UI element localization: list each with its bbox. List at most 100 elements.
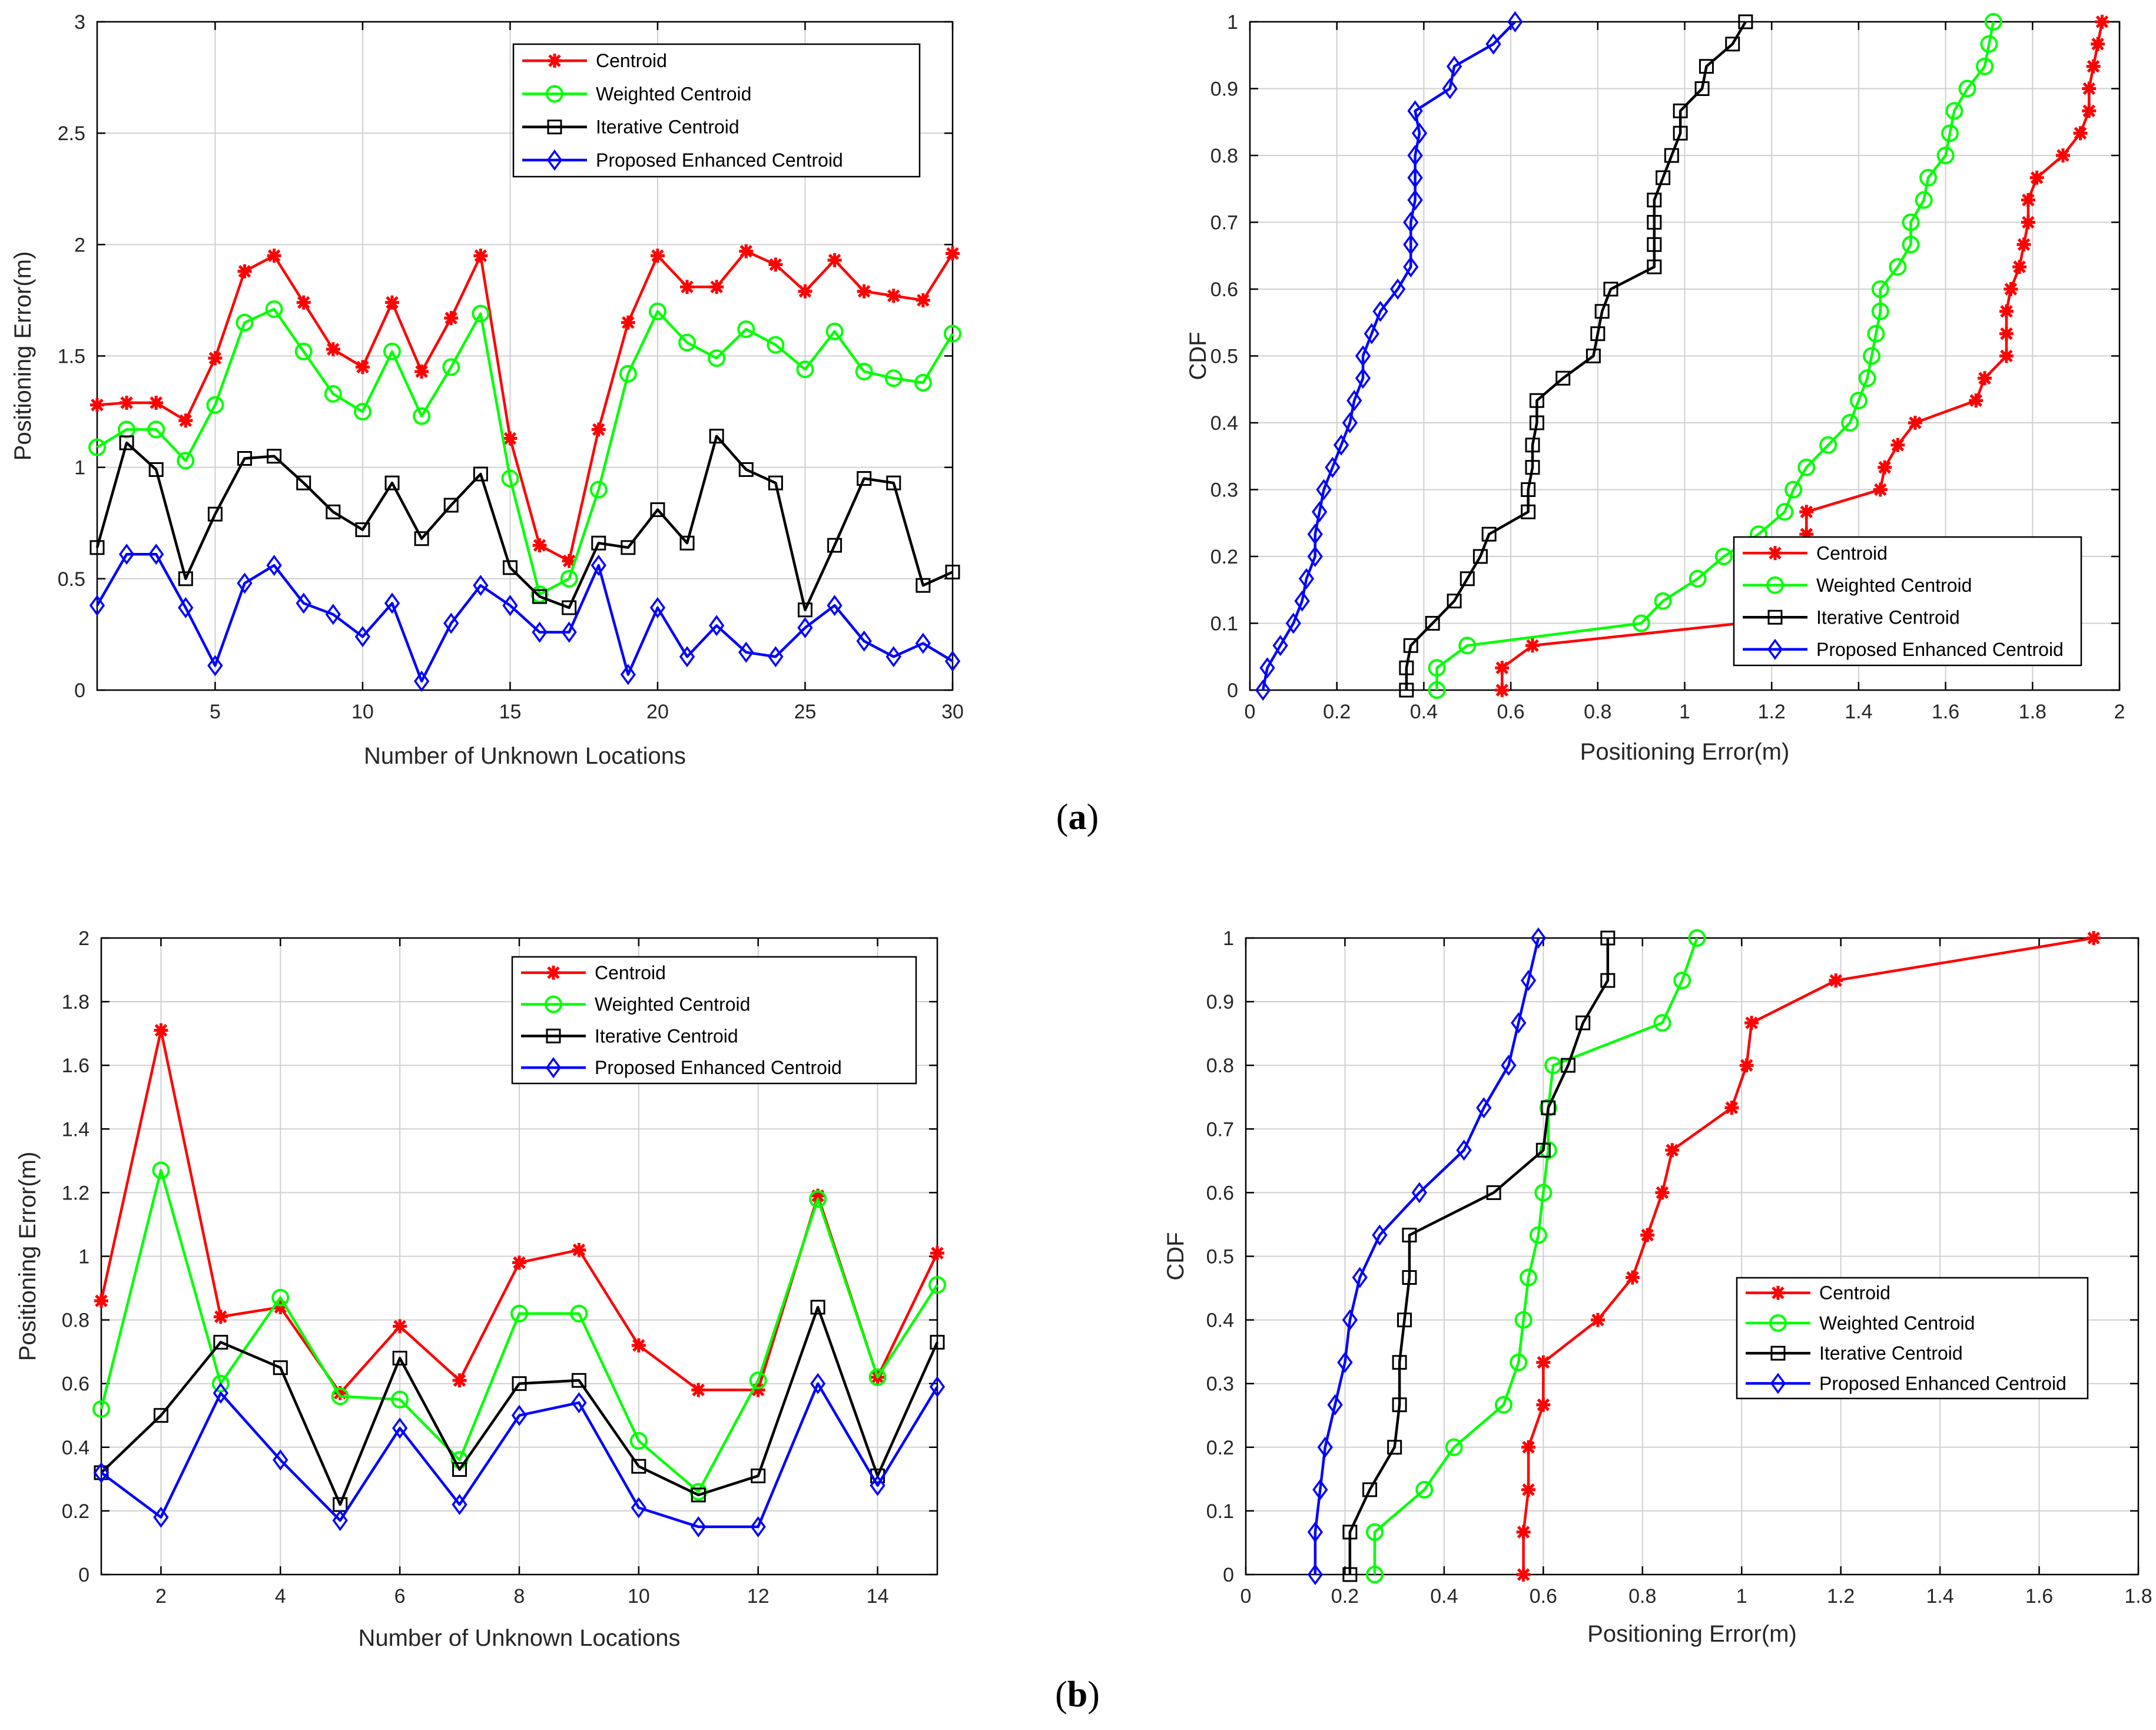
legend-label-centroid: Centroid: [1816, 542, 1888, 564]
data-point-weighted-centroid: [809, 1190, 827, 1208]
series-line-iterative-centroid: [1405, 21, 1747, 690]
data-point-iterative-centroid: [1656, 170, 1671, 185]
series-proposed-enhanced-centroid: [1307, 927, 1547, 1585]
y-axis-label: Positioning Error(m): [10, 251, 36, 461]
data-point-centroid: [2016, 237, 2031, 252]
y-tick-label: 0.3: [1206, 1373, 1234, 1396]
data-point-centroid: [1525, 638, 1540, 653]
data-point-iterative-centroid: [473, 466, 488, 482]
data-point-iterative-centroid: [591, 535, 606, 551]
data-point-weighted-centroid: [1514, 1311, 1533, 1329]
data-point-iterative-centroid: [1447, 594, 1462, 609]
data-point-proposed-enhanced-centroid: [797, 617, 813, 639]
data-point-centroid: [1878, 460, 1892, 475]
data-point-weighted-centroid: [235, 313, 254, 332]
data-point-centroid: [739, 244, 754, 258]
x-tick-label: 1: [1679, 701, 1690, 723]
data-point-iterative-centroid: [1402, 1228, 1417, 1243]
series-weighted-centroid: [92, 1161, 946, 1501]
data-point-iterative-centroid: [930, 1334, 945, 1350]
data-point-proposed-enhanced-centroid: [1307, 523, 1323, 545]
y-axis-label: CDF: [1185, 332, 1211, 380]
data-point-centroid: [1516, 1524, 1531, 1539]
data-point-centroid: [691, 1383, 706, 1397]
data-point-weighted-centroid: [1445, 1438, 1463, 1456]
data-point-weighted-centroid: [1863, 347, 1881, 365]
data-point-iterative-centroid: [1525, 460, 1540, 475]
series-line-weighted-centroid: [1435, 21, 1995, 690]
data-point-weighted-centroid: [1841, 414, 1859, 432]
data-point-proposed-enhanced-centroid: [1411, 1182, 1427, 1204]
data-point-proposed-enhanced-centroid: [207, 655, 223, 677]
data-point-weighted-centroid: [177, 452, 195, 470]
data-point-iterative-centroid: [414, 531, 429, 546]
data-point-proposed-enhanced-centroid: [1407, 100, 1423, 122]
x-tick-label: 2: [155, 1585, 167, 1608]
data-point-proposed-enhanced-centroid: [1311, 501, 1328, 523]
data-point-iterative-centroid: [1535, 1142, 1551, 1158]
data-point-weighted-centroid: [589, 480, 608, 499]
data-point-weighted-centroid: [413, 407, 431, 425]
series-proposed-enhanced-centroid: [93, 1373, 946, 1537]
data-point-centroid: [444, 311, 459, 326]
data-point-weighted-centroid: [530, 585, 549, 604]
data-point-iterative-centroid: [1647, 259, 1662, 274]
legend-label-centroid: Centroid: [595, 962, 666, 983]
data-point-centroid: [1799, 505, 1814, 519]
x-tick-label: 1.4: [1926, 1585, 1953, 1608]
data-point-centroid: [650, 248, 665, 263]
legend-label-centroid: Centroid: [596, 50, 667, 71]
y-tick-label: 2.5: [58, 122, 85, 145]
series-iterative-centroid: [1342, 930, 1616, 1582]
legend: Centroid Weighted Centroid Iterative Centr…: [1733, 536, 2082, 667]
data-point-iterative-centroid: [1725, 37, 1740, 52]
data-point-weighted-centroid: [1902, 213, 1920, 231]
data-point-centroid: [333, 1386, 347, 1400]
data-point-weighted-centroid: [1902, 236, 1920, 254]
data-point-iterative-centroid: [751, 1468, 766, 1483]
y-tick-label: 1: [78, 1246, 89, 1268]
series-weighted-centroid: [1428, 13, 2002, 699]
legend-label-iterative-centroid: Iterative Centroid: [595, 1025, 738, 1046]
y-tick-label: 0.7: [1210, 212, 1238, 234]
data-point-proposed-enhanced-centroid: [148, 543, 164, 565]
data-point-centroid: [267, 248, 281, 263]
data-point-centroid: [680, 280, 695, 294]
x-axis-label: Number of Unknown Locations: [359, 1625, 681, 1651]
x-tick-label: 1.4: [1845, 701, 1872, 723]
data-point-iterative-centroid: [512, 1376, 527, 1391]
y-tick-label: 0.4: [1206, 1310, 1234, 1332]
series-line-proposed-enhanced-centroid: [1313, 937, 1540, 1575]
data-point-weighted-centroid: [1632, 614, 1650, 632]
data-point-weighted-centroid: [884, 369, 903, 387]
data-point-weighted-centroid: [1529, 1226, 1547, 1244]
data-point-weighted-centroid: [1365, 1523, 1384, 1541]
data-point-centroid: [1908, 416, 1922, 430]
y-tick-label: 3: [74, 11, 85, 34]
data-point-weighted-centroid: [152, 1161, 170, 1179]
data-point-iterative-centroid: [1647, 193, 1662, 208]
data-point-weighted-centroid: [211, 1374, 230, 1393]
legend-box: [1736, 1277, 2089, 1400]
data-point-proposed-enhanced-centroid: [709, 615, 725, 637]
data-point-proposed-enhanced-centroid: [1501, 1055, 1517, 1076]
data-point-proposed-enhanced-centroid: [571, 1392, 587, 1414]
x-tick-label: 4: [275, 1585, 286, 1608]
data-point-centroid: [857, 284, 871, 299]
y-tick-label: 0.2: [1210, 546, 1238, 568]
legend-marker-centroid: [548, 54, 562, 68]
data-point-proposed-enhanced-centroid: [810, 1373, 826, 1394]
data-point-weighted-centroid: [1673, 972, 1691, 990]
legend-label-proposed-enhanced-centroid: Proposed Enhanced Centroid: [1816, 639, 2064, 660]
data-point-centroid: [1829, 973, 1843, 988]
y-tick-label: 1.6: [62, 1055, 89, 1077]
y-tick-label: 0.1: [1206, 1500, 1234, 1523]
data-point-iterative-centroid: [1425, 616, 1440, 631]
data-point-iterative-centroid: [945, 564, 960, 579]
data-point-centroid: [326, 342, 340, 357]
data-point-iterative-centroid: [1590, 326, 1606, 342]
series-proposed-enhanced-centroid: [1255, 11, 1523, 701]
legend-label-proposed-enhanced-centroid: Proposed Enhanced Centroid: [596, 150, 843, 171]
y-tick-label: 0: [1223, 1564, 1234, 1586]
data-point-proposed-enhanced-centroid: [473, 575, 489, 596]
